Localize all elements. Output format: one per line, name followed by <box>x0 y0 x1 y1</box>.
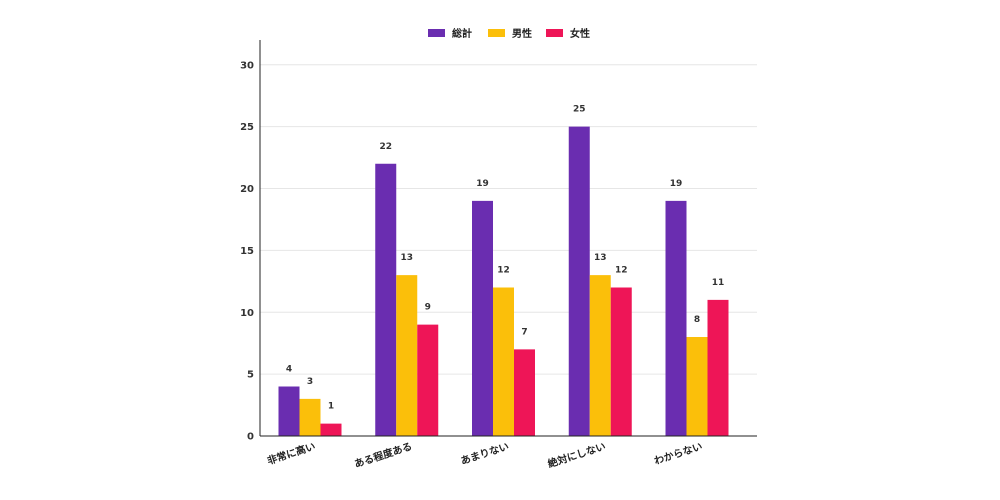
x-tick-label: わからない <box>653 440 704 467</box>
y-tick-label: 10 <box>240 308 254 319</box>
data-label: 7 <box>521 327 527 337</box>
y-tick-label: 30 <box>240 60 254 71</box>
y-tick-label: 15 <box>240 246 254 257</box>
bar <box>417 324 439 436</box>
data-label: 19 <box>476 179 489 189</box>
data-label: 13 <box>594 253 607 263</box>
bar <box>686 337 708 436</box>
data-label: 9 <box>425 303 431 313</box>
legend-swatch <box>488 29 505 37</box>
y-tick-label: 5 <box>247 370 254 381</box>
legend-swatch <box>546 29 563 37</box>
data-label: 12 <box>497 266 510 276</box>
x-axis: 非常に高い ある程度ある あまりない 絶対にしない わからない <box>260 435 757 470</box>
bar <box>278 386 300 436</box>
data-label: 25 <box>573 105 586 115</box>
bar <box>396 275 418 436</box>
bar <box>320 423 342 436</box>
bar <box>610 287 632 436</box>
y-tick-label: 0 <box>247 432 254 443</box>
bars <box>278 126 729 436</box>
bar <box>707 299 729 436</box>
bar <box>299 398 321 436</box>
y-axis: 0 5 10 15 20 25 30 <box>240 40 261 443</box>
data-label: 8 <box>694 315 700 325</box>
bar <box>589 275 611 436</box>
legend-swatch <box>428 29 445 37</box>
legend-label: 総計 <box>452 27 472 40</box>
data-label: 12 <box>615 266 628 276</box>
legend-label: 男性 <box>512 27 532 40</box>
x-tick-label: あまりない <box>459 439 511 467</box>
bar <box>472 200 493 436</box>
x-tick-label: 絶対にしない <box>546 439 607 470</box>
x-tick-label: 非常に高い <box>265 439 317 467</box>
bar <box>514 349 535 436</box>
bar <box>665 200 687 436</box>
x-tick-label: ある程度ある <box>353 439 414 470</box>
data-label: 19 <box>670 179 683 189</box>
data-label: 13 <box>400 253 413 263</box>
bar <box>568 126 590 436</box>
bar <box>375 163 397 436</box>
data-label: 1 <box>328 402 334 412</box>
data-label: 3 <box>307 377 313 387</box>
legend: 総計 男性 女性 <box>428 27 590 40</box>
bar <box>493 287 514 436</box>
data-label: 11 <box>712 278 725 288</box>
legend-label: 女性 <box>570 27 590 40</box>
y-tick-label: 25 <box>240 122 254 133</box>
data-label: 22 <box>379 142 392 152</box>
data-label: 4 <box>286 365 292 375</box>
y-tick-label: 20 <box>240 184 254 195</box>
